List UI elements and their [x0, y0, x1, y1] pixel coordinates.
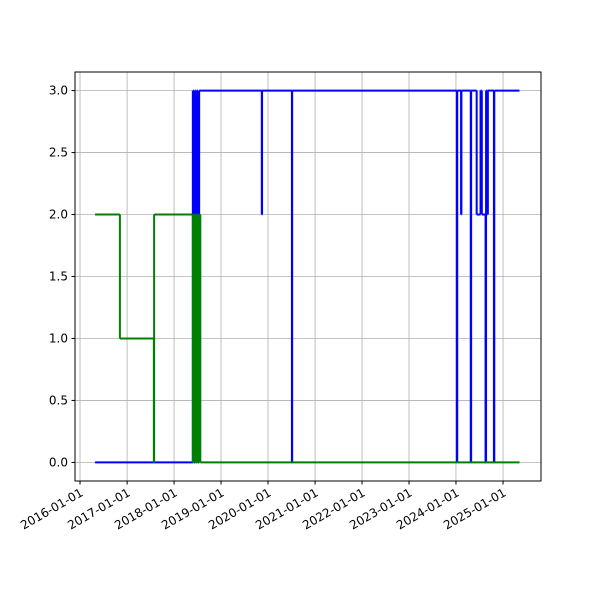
y-tick-label: 2.5: [49, 146, 68, 160]
plot-area: [95, 89, 520, 464]
y-tick-label: 2.0: [49, 208, 68, 222]
y-tick-label: 0.0: [49, 455, 68, 469]
y-tick-label: 0.5: [49, 393, 68, 407]
y-tick-label: 3.0: [49, 84, 68, 98]
y-tick-label: 1.0: [49, 331, 68, 345]
y-tick-label: 1.5: [49, 270, 68, 284]
